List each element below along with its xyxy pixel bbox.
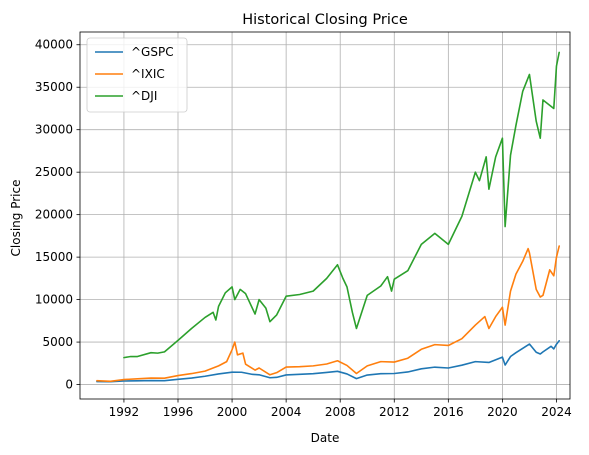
legend-label: ^IXIC xyxy=(131,67,165,81)
y-tick-label: 5000 xyxy=(42,335,73,349)
y-tick-label: 25000 xyxy=(35,165,73,179)
x-tick-label: 2024 xyxy=(541,405,572,419)
y-tick-label: 20000 xyxy=(35,208,73,222)
chart-title: Historical Closing Price xyxy=(242,12,408,28)
y-tick-label: 30000 xyxy=(35,123,73,137)
x-tick-label: 2020 xyxy=(487,405,518,419)
x-tick-label: 2012 xyxy=(379,405,410,419)
x-tick-label: 1992 xyxy=(109,405,140,419)
y-tick-label: 0 xyxy=(65,378,73,392)
y-tick-label: 35000 xyxy=(35,80,73,94)
series-line-gspc xyxy=(96,340,560,383)
legend-label: ^GSPC xyxy=(131,45,174,59)
legend-label: ^DJI xyxy=(131,89,157,103)
tick-layer: 1992 1996 2000 2004 2008 2012 2016 2020 2024 0 500… xyxy=(35,38,572,419)
y-tick-label: 10000 xyxy=(35,293,73,307)
series-layer xyxy=(96,51,560,383)
x-tick-label: 2008 xyxy=(325,405,356,419)
x-tick-label: 2016 xyxy=(433,405,464,419)
y-axis-title: Closing Price xyxy=(9,180,23,257)
legend-box xyxy=(86,37,188,113)
series-line-dji xyxy=(123,51,560,359)
grid-layer xyxy=(80,32,570,399)
y-tick-label: 15000 xyxy=(35,250,73,264)
x-axis-title: Date xyxy=(311,431,340,445)
y-tick-label: 40000 xyxy=(35,38,73,52)
x-tick-label: 2000 xyxy=(217,405,248,419)
legend: ^GSPC ^IXIC ^DJI xyxy=(86,37,188,113)
series-line-ixic xyxy=(96,245,560,383)
plot-frame xyxy=(79,31,571,400)
x-tick-label: 2004 xyxy=(271,405,302,419)
x-tick-label: 1996 xyxy=(163,405,194,419)
